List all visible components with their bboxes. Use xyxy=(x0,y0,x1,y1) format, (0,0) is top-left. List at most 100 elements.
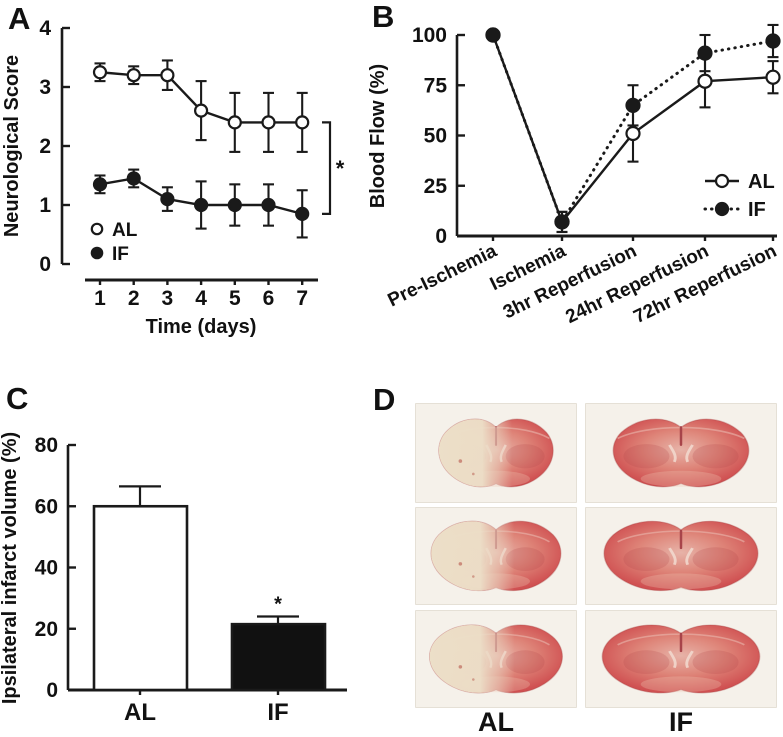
bar-IF xyxy=(230,615,327,692)
x-tick-label: Pre-Ischemia xyxy=(385,240,501,311)
legend-al-label: AL xyxy=(112,220,138,241)
ventricle xyxy=(685,650,694,669)
legend-al-marker xyxy=(90,222,104,236)
al-marker xyxy=(261,115,276,130)
significance-asterisk: * xyxy=(274,594,282,616)
y-tick-label: 1 xyxy=(39,194,51,217)
y-axis-title: Blood Flow (%) xyxy=(367,64,389,208)
if-marker xyxy=(227,197,242,213)
legend-if-marker xyxy=(714,201,730,217)
al-marker xyxy=(765,69,781,85)
series-IF xyxy=(92,168,310,239)
y-tick-label: 100 xyxy=(412,24,447,47)
y-tick-label: 40 xyxy=(35,557,58,580)
al-marker xyxy=(697,73,713,89)
hemorrhage-speck xyxy=(472,472,475,476)
series-IF xyxy=(485,23,781,234)
if-marker xyxy=(765,33,781,49)
column-label-al: AL xyxy=(478,707,514,737)
brain-outline xyxy=(612,418,750,488)
panel-a: A 0 1 2 3 4 Neurological Score 1 2 3 4 5 6 7 Time (da… xyxy=(0,0,365,360)
ventral-band xyxy=(640,573,722,590)
brain-section-infarct-photo-row3 xyxy=(415,610,577,708)
panel-d-letter: D xyxy=(373,382,396,417)
inner-structure xyxy=(623,650,670,675)
y-tick-label: 0 xyxy=(46,679,58,702)
ventral-band xyxy=(640,676,722,693)
hemorrhage-speck xyxy=(472,678,475,681)
significance-bracket xyxy=(322,121,332,215)
if-marker xyxy=(625,97,641,113)
y-axis: 0 25 50 75 100 xyxy=(412,24,465,248)
y-tick-label: 75 xyxy=(424,74,448,97)
panel-b-chart: 0 25 50 75 100 Blood Flow (%) Pre-IschemiaIsch… xyxy=(367,23,781,328)
legend-if-marker xyxy=(90,246,104,260)
brain-section-illustration xyxy=(601,624,761,694)
y-axis-title: Ipsilateral infarct volume (%) xyxy=(0,432,21,704)
column-label-if: IF xyxy=(669,707,693,737)
significance-asterisk: * xyxy=(336,156,345,181)
if-marker xyxy=(485,27,501,43)
if-marker xyxy=(160,192,175,207)
ventricle xyxy=(668,547,677,566)
y-axis: 0 20 40 60 80 xyxy=(35,434,76,702)
al-marker xyxy=(295,115,310,130)
brain-section-illustration xyxy=(603,520,759,592)
panel-c-letter: C xyxy=(6,381,29,416)
al-marker xyxy=(227,115,242,130)
al-marker xyxy=(194,103,209,118)
x-tick-label: AL xyxy=(124,699,156,726)
legend-al-label: AL xyxy=(748,171,775,193)
hemorrhage-speck xyxy=(472,575,475,578)
brain-section-illustration xyxy=(438,418,554,488)
brain-photo-grid xyxy=(370,360,783,737)
inner-structure xyxy=(692,547,739,572)
x-tick-label: 6 xyxy=(263,287,275,310)
bar-AL xyxy=(92,485,189,692)
y-tick-label: 80 xyxy=(35,434,58,457)
y-tick-label: 20 xyxy=(35,618,58,641)
y-axis-title: Neurological Score xyxy=(1,55,23,237)
infarct-pale-region xyxy=(438,419,554,487)
al-marker xyxy=(92,65,108,80)
x-tick-label: IF xyxy=(267,699,288,726)
ventricle xyxy=(685,444,694,463)
brain-section-healthy-photo-row1 xyxy=(585,403,777,503)
if-marker xyxy=(697,45,713,61)
x-tick-label: 3 xyxy=(162,287,174,310)
if-marker xyxy=(194,197,209,213)
panel-b-letter: B xyxy=(372,0,395,34)
al-marker xyxy=(625,125,641,142)
y-axis: 0 1 2 3 4 xyxy=(39,17,70,276)
series-AL xyxy=(92,59,310,153)
x-tick-label: 4 xyxy=(195,287,207,310)
hemorrhage-speck xyxy=(458,459,463,463)
brain-outline xyxy=(601,624,761,694)
legend-al-marker xyxy=(714,173,730,189)
bar-rect-IF xyxy=(230,622,327,692)
brain-section-infarct-photo-row1 xyxy=(415,403,577,503)
brain-section-illustration xyxy=(429,624,563,694)
infarct-pale-region xyxy=(429,625,563,693)
panel-d: D AL IF xyxy=(370,360,783,737)
panel-a-letter: A xyxy=(8,1,31,36)
if-marker xyxy=(261,197,276,213)
if-marker xyxy=(92,177,108,192)
x-tick-label: 1 xyxy=(94,287,106,310)
y-tick-label: 3 xyxy=(39,76,51,99)
ventricle xyxy=(668,650,677,669)
legend: AL IF xyxy=(90,220,138,265)
al-marker xyxy=(160,68,175,83)
series-AL xyxy=(485,27,781,234)
infarct-pale-region xyxy=(431,521,561,591)
legend-if-label: IF xyxy=(112,244,129,265)
brain-section-infarct-photo-row2 xyxy=(415,507,577,605)
y-tick-label: 4 xyxy=(39,17,51,40)
y-tick-label: 2 xyxy=(39,135,51,158)
x-tick-label: 5 xyxy=(229,287,241,310)
panel-c: C 0 20 40 60 80 Ipsilateral infarct volume (%… xyxy=(0,360,390,737)
x-tick-label: 2 xyxy=(128,287,140,310)
